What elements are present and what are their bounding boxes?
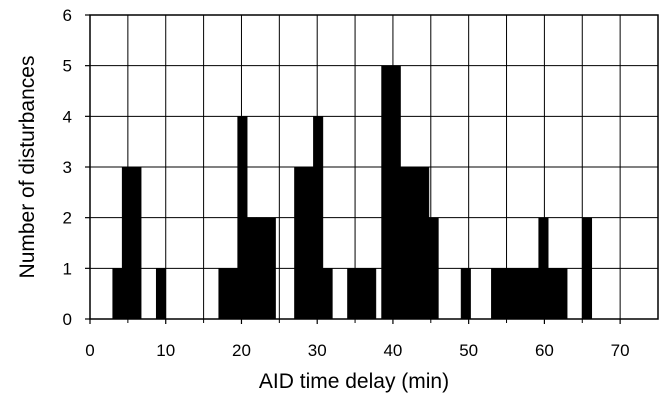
x-tick-label: 50 (459, 341, 478, 360)
y-tick-label: 3 (63, 158, 72, 177)
histogram-bar (547, 268, 558, 320)
y-tick-label: 6 (63, 6, 72, 25)
histogram-bar (131, 166, 142, 320)
histogram-bar (256, 217, 267, 320)
histogram-bar (313, 116, 324, 320)
y-tick-label: 5 (63, 57, 72, 76)
y-tick-label: 4 (63, 107, 72, 126)
y-tick-label: 0 (63, 310, 72, 329)
y-tick-label: 1 (63, 259, 72, 278)
x-tick-label: 40 (383, 341, 402, 360)
histogram-bar (409, 166, 420, 320)
histogram-bar (356, 268, 367, 320)
histogram-bar (265, 217, 276, 320)
histogram-bar (538, 217, 549, 320)
histogram-bar (428, 217, 439, 320)
bars (112, 65, 593, 320)
histogram-bar (218, 268, 229, 320)
histogram-bar (460, 268, 471, 320)
grid (90, 15, 658, 319)
histogram-bar (112, 268, 123, 320)
histogram-bar (322, 268, 333, 320)
histogram-bar (491, 268, 502, 320)
y-tick-label: 2 (63, 209, 72, 228)
x-tick-label: 10 (156, 341, 175, 360)
histogram-bar (528, 268, 540, 320)
histogram-bar (246, 217, 257, 320)
histogram-bar (419, 166, 430, 320)
histogram-bar (237, 116, 248, 320)
x-tick-label: 70 (611, 341, 630, 360)
histogram-bar (519, 268, 530, 320)
histogram-bar (400, 166, 411, 320)
histogram-bar (381, 65, 392, 320)
x-tick-label: 0 (85, 341, 94, 360)
histogram-bar (510, 268, 521, 320)
y-axis-title: Number of disturbances (16, 56, 39, 279)
histogram-bar (155, 268, 167, 320)
histogram-bar (581, 217, 593, 320)
histogram-bar (390, 65, 401, 320)
x-tick-label: 60 (535, 341, 554, 360)
histogram-bar (294, 166, 305, 320)
x-axis-ticks: 0 10 20 30 40 50 60 70 (85, 319, 630, 360)
histogram-bar (557, 268, 568, 320)
histogram-bar (227, 268, 238, 320)
histogram-bar (500, 268, 511, 320)
x-tick-label: 20 (232, 341, 251, 360)
histogram-bar (366, 268, 377, 320)
histogram-bar (347, 268, 358, 320)
x-axis-title: AID time delay (min) (259, 370, 449, 393)
histogram-bar (303, 166, 314, 320)
x-tick-label: 30 (308, 341, 327, 360)
y-axis-ticks: 0 1 2 3 4 5 6 (63, 6, 90, 329)
histogram-bar (121, 166, 132, 320)
